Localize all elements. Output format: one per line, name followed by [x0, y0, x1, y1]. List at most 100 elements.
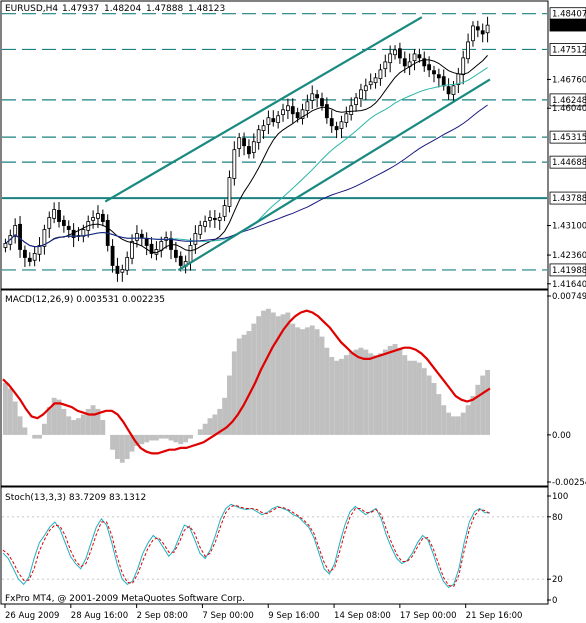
macd-chart-area[interactable] [2, 308, 491, 463]
candle-body [417, 54, 422, 59]
candle-body [373, 77, 378, 84]
macd-bar [451, 416, 456, 435]
macd-bar [3, 382, 8, 435]
candle-body [91, 217, 95, 221]
macd-bar [402, 355, 408, 435]
macd-bar [246, 331, 252, 435]
candle-body [378, 69, 383, 80]
macd-bar [441, 405, 447, 435]
macd-bar [261, 310, 266, 435]
macd-bar [163, 434, 169, 439]
macd-bar [183, 434, 189, 443]
time-axis-label: 26 Aug 2009 [5, 611, 59, 621]
time-axis-label: 9 Sep 16:00 [268, 611, 319, 621]
ohlc-close: 1.48123 [188, 4, 225, 14]
macd-bar [115, 434, 120, 460]
stoch-axis-label: 100 [552, 492, 568, 502]
price-panel-frame [0, 0, 549, 290]
candle-body [281, 109, 285, 115]
time-axis-label: 2 Sep 08:00 [137, 611, 188, 621]
macd-bar [207, 418, 213, 435]
macd-bar [110, 434, 116, 450]
candle-body [368, 81, 373, 86]
macd-bar [295, 327, 301, 435]
macd-bar [12, 401, 18, 435]
macd-bar [61, 408, 67, 435]
candle-body [32, 253, 37, 261]
copyright-text: FxPro MT4, @ 2001-2009 MetaQuotes Softwa… [5, 594, 245, 604]
price-axis-label: 1.47512 [552, 45, 586, 55]
price-axis-label: 1.45315 [552, 133, 586, 143]
price-axis-label: 1.48123 [552, 21, 586, 31]
candle-body [242, 138, 246, 147]
price-axis-label: 1.46760 [552, 75, 586, 85]
macd-bar [363, 349, 369, 435]
candle-body [475, 26, 480, 31]
candle-body [139, 233, 144, 238]
candle-body [441, 76, 446, 87]
candle-body [354, 97, 358, 105]
candle-body [198, 225, 203, 235]
stoch-title: Stoch(13,3,3) 83.7209 83.1312 [5, 493, 146, 503]
macd-bar [300, 329, 305, 435]
macd-bar [373, 355, 378, 435]
macd-bar [153, 434, 159, 441]
macd-bar [7, 388, 13, 435]
candle-body [436, 74, 441, 79]
candle-body [383, 61, 388, 70]
channel-upper-line [104, 16, 423, 203]
macd-bar [387, 345, 393, 435]
macd-bar [90, 405, 96, 435]
stoch-signal-line [2, 504, 491, 588]
candle-body [320, 98, 324, 107]
macd-bar [168, 434, 174, 441]
time-axis-label: 7 Sep 00:00 [202, 611, 253, 621]
candle-body [227, 177, 232, 207]
candle-body [208, 217, 212, 221]
candle-body [276, 115, 281, 123]
macd-bar [95, 408, 101, 435]
macd-bar [455, 416, 461, 435]
candle-body [13, 225, 18, 237]
price-axis-label: 1.46248 [552, 96, 586, 106]
candle-body [27, 257, 32, 262]
macd-bar [416, 362, 422, 435]
candle-body [363, 85, 368, 92]
candle-body [81, 229, 86, 237]
macd-bar [329, 357, 335, 435]
price-chart-area[interactable] [2, 13, 547, 282]
candle-body [334, 126, 339, 131]
macd-bar [41, 423, 47, 435]
ma-fast-line [5, 55, 488, 254]
macd-bar [485, 369, 490, 435]
price-axis-label: 1.46040 [552, 104, 586, 114]
ohlc-open: 1.47937 [62, 4, 99, 14]
macd-bar [178, 434, 184, 445]
candle-body [329, 118, 334, 127]
price-axis-label: 1.42360 [552, 251, 586, 261]
candle-body [480, 30, 485, 35]
macd-bar [202, 423, 208, 435]
candle-body [290, 106, 295, 115]
candle-body [125, 257, 130, 271]
candle-body [466, 41, 470, 60]
macd-bar [431, 382, 437, 435]
macd-bar [348, 351, 354, 435]
candle-body [305, 101, 310, 111]
candle-body [446, 86, 451, 95]
price-axis-label: 1.41640 [552, 280, 586, 290]
symbol-label: EURUSD,H4 [5, 4, 58, 14]
macd-bar [412, 360, 417, 435]
macd-bar [51, 397, 57, 435]
macd-bar [149, 434, 154, 441]
price-axis-label: 1.43100 [552, 222, 586, 232]
price-label-box [549, 130, 586, 144]
ma-slow-line [5, 104, 488, 248]
axes: 1.484071.481231.475121.467601.462481.460… [4, 7, 586, 621]
candle-body [135, 233, 139, 241]
stoch-chart-area[interactable] [2, 503, 547, 589]
candle-body [23, 249, 27, 258]
macd-bar [212, 414, 218, 435]
macd-bar [71, 420, 77, 435]
